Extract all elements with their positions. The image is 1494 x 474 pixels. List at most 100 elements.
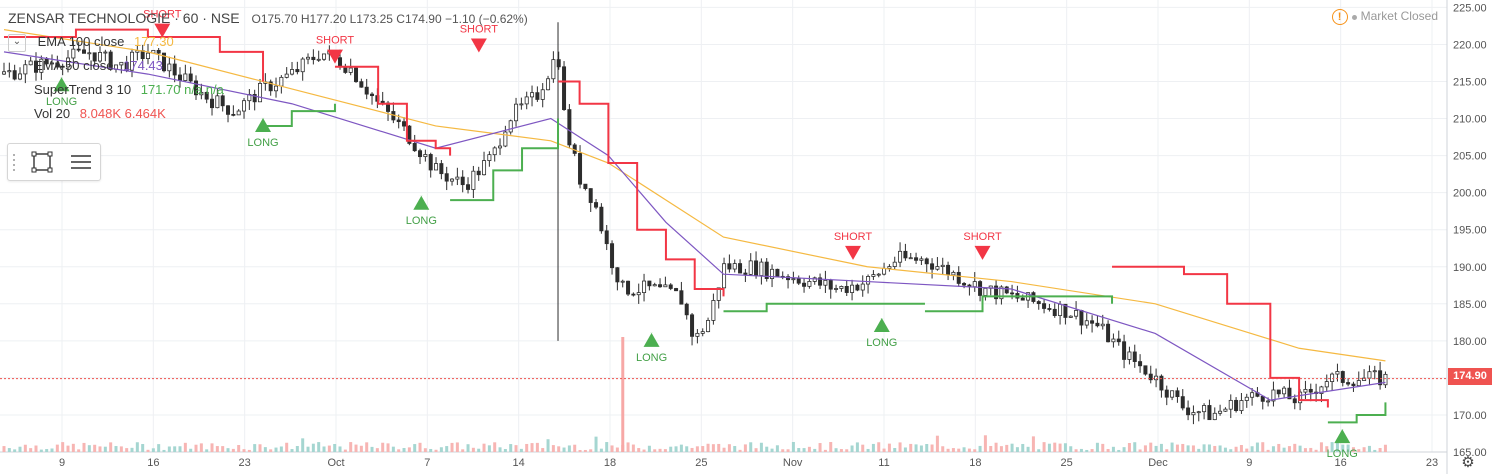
menu-lines-icon[interactable] [68,150,92,174]
volume-bar [935,435,939,452]
candle-body [423,154,428,158]
volume-bar [589,449,593,452]
drag-grip-icon[interactable] [12,152,16,172]
volume-bar [1362,447,1366,452]
long-arrow-icon [413,195,430,210]
volume-bar [461,449,465,452]
candle-body [994,285,999,300]
volume-bar [567,445,571,452]
rectangle-tool-icon[interactable] [30,150,54,174]
volume-bar [93,444,97,452]
volume-bar [199,443,203,452]
indicator-value: 171.70 n/a n/a [140,82,224,97]
candle-body [807,281,812,287]
volume-bar [941,446,945,452]
candle-body [1372,370,1377,373]
y-tick-label: 225.00 [1453,2,1487,14]
candle-body [1202,405,1207,413]
volume-bar [1346,444,1350,452]
volume-bar [407,447,411,452]
candle-body [610,243,615,269]
candle-body [588,188,593,203]
x-tick-label: 9 [59,457,65,469]
candle-body [156,49,161,54]
indicator-name[interactable]: EMA 100 close [37,34,125,49]
short-arrow-icon [974,245,991,260]
volume-bar [722,447,726,452]
indicator-row-ema50[interactable]: EMA 50 close 174.43 [8,54,528,78]
volume-bar [311,443,315,452]
volume-bar [674,446,678,452]
settings-gear-icon[interactable]: ⚙ [1461,454,1474,471]
volume-bar [258,444,262,452]
candle-body [236,110,241,116]
signal-label-long: LONG [247,137,278,149]
candle-body [1378,370,1383,386]
volume-bar [285,442,289,452]
volume-bar [1218,445,1222,452]
candle-body [930,263,935,270]
volume-bar [434,449,438,452]
candle-body [252,94,257,103]
indicator-row-supertrend[interactable]: SuperTrend 3 10 171.70 n/a n/a [8,78,528,102]
volume-bar [823,449,827,452]
volume-bar [1037,449,1041,452]
candle-body [1228,399,1233,410]
volume-bar [1143,445,1147,452]
short-arrow-icon [845,245,862,260]
candle-body [39,58,44,73]
volume-bar [1165,449,1169,452]
indicator-row-ema100[interactable]: ⌄ EMA 100 close 177.30 [8,30,528,54]
candle-body [34,60,39,73]
candle-body [924,258,929,265]
candle-body [226,105,231,115]
volume-bar [242,449,246,452]
candle-body [1175,390,1180,398]
indicator-name[interactable]: SuperTrend 3 10 [34,82,132,97]
candle-body [546,78,551,91]
volume-bar [973,449,977,452]
volume-bar [13,449,17,452]
volume-bar [754,448,758,452]
volume-bar [263,447,267,452]
indicator-row-volume[interactable]: Vol 20 8.048K 6.464K [8,102,528,126]
volume-bar [151,448,155,452]
x-tick-label: Oct [327,457,344,469]
symbol-interval[interactable]: 60 [182,10,199,26]
x-tick-label: 25 [1061,457,1073,469]
volume-bar [386,443,390,452]
candle-body [1074,310,1079,317]
status-dot-icon [1351,14,1357,20]
candle-body [775,268,780,277]
candle-body [578,153,583,185]
y-tick-label: 210.00 [1453,114,1487,126]
volume-bar [1191,445,1195,452]
symbol-name[interactable]: ZENSAR TECHNOLOGIE [8,10,171,26]
volume-bar [866,448,870,452]
volume-bar [951,448,955,452]
volume-bar [930,444,934,452]
last-price-label: 174.90 [1448,368,1492,385]
volume-bar [423,448,427,452]
candle-body [1223,408,1228,412]
indicator-name[interactable]: EMA 50 close [34,58,114,73]
short-arrow-icon [154,23,171,38]
candle-body [935,266,940,270]
candle-body [1234,399,1239,412]
warning-icon[interactable]: ! [1331,9,1348,25]
candle-body [956,271,961,284]
candle-body [130,51,135,71]
volume-bar [7,448,11,452]
volume-bar [685,446,689,452]
candle-body [642,280,647,294]
candle-body [1292,398,1297,404]
candle-body [748,260,753,275]
candle-body [722,263,727,289]
collapse-icon[interactable]: ⌄ [8,33,26,52]
volume-bar [653,449,657,452]
volume-bar [135,442,139,452]
indicator-name[interactable]: Vol 20 [34,106,71,121]
volume-bar [530,443,534,452]
volume-bar [749,442,753,452]
